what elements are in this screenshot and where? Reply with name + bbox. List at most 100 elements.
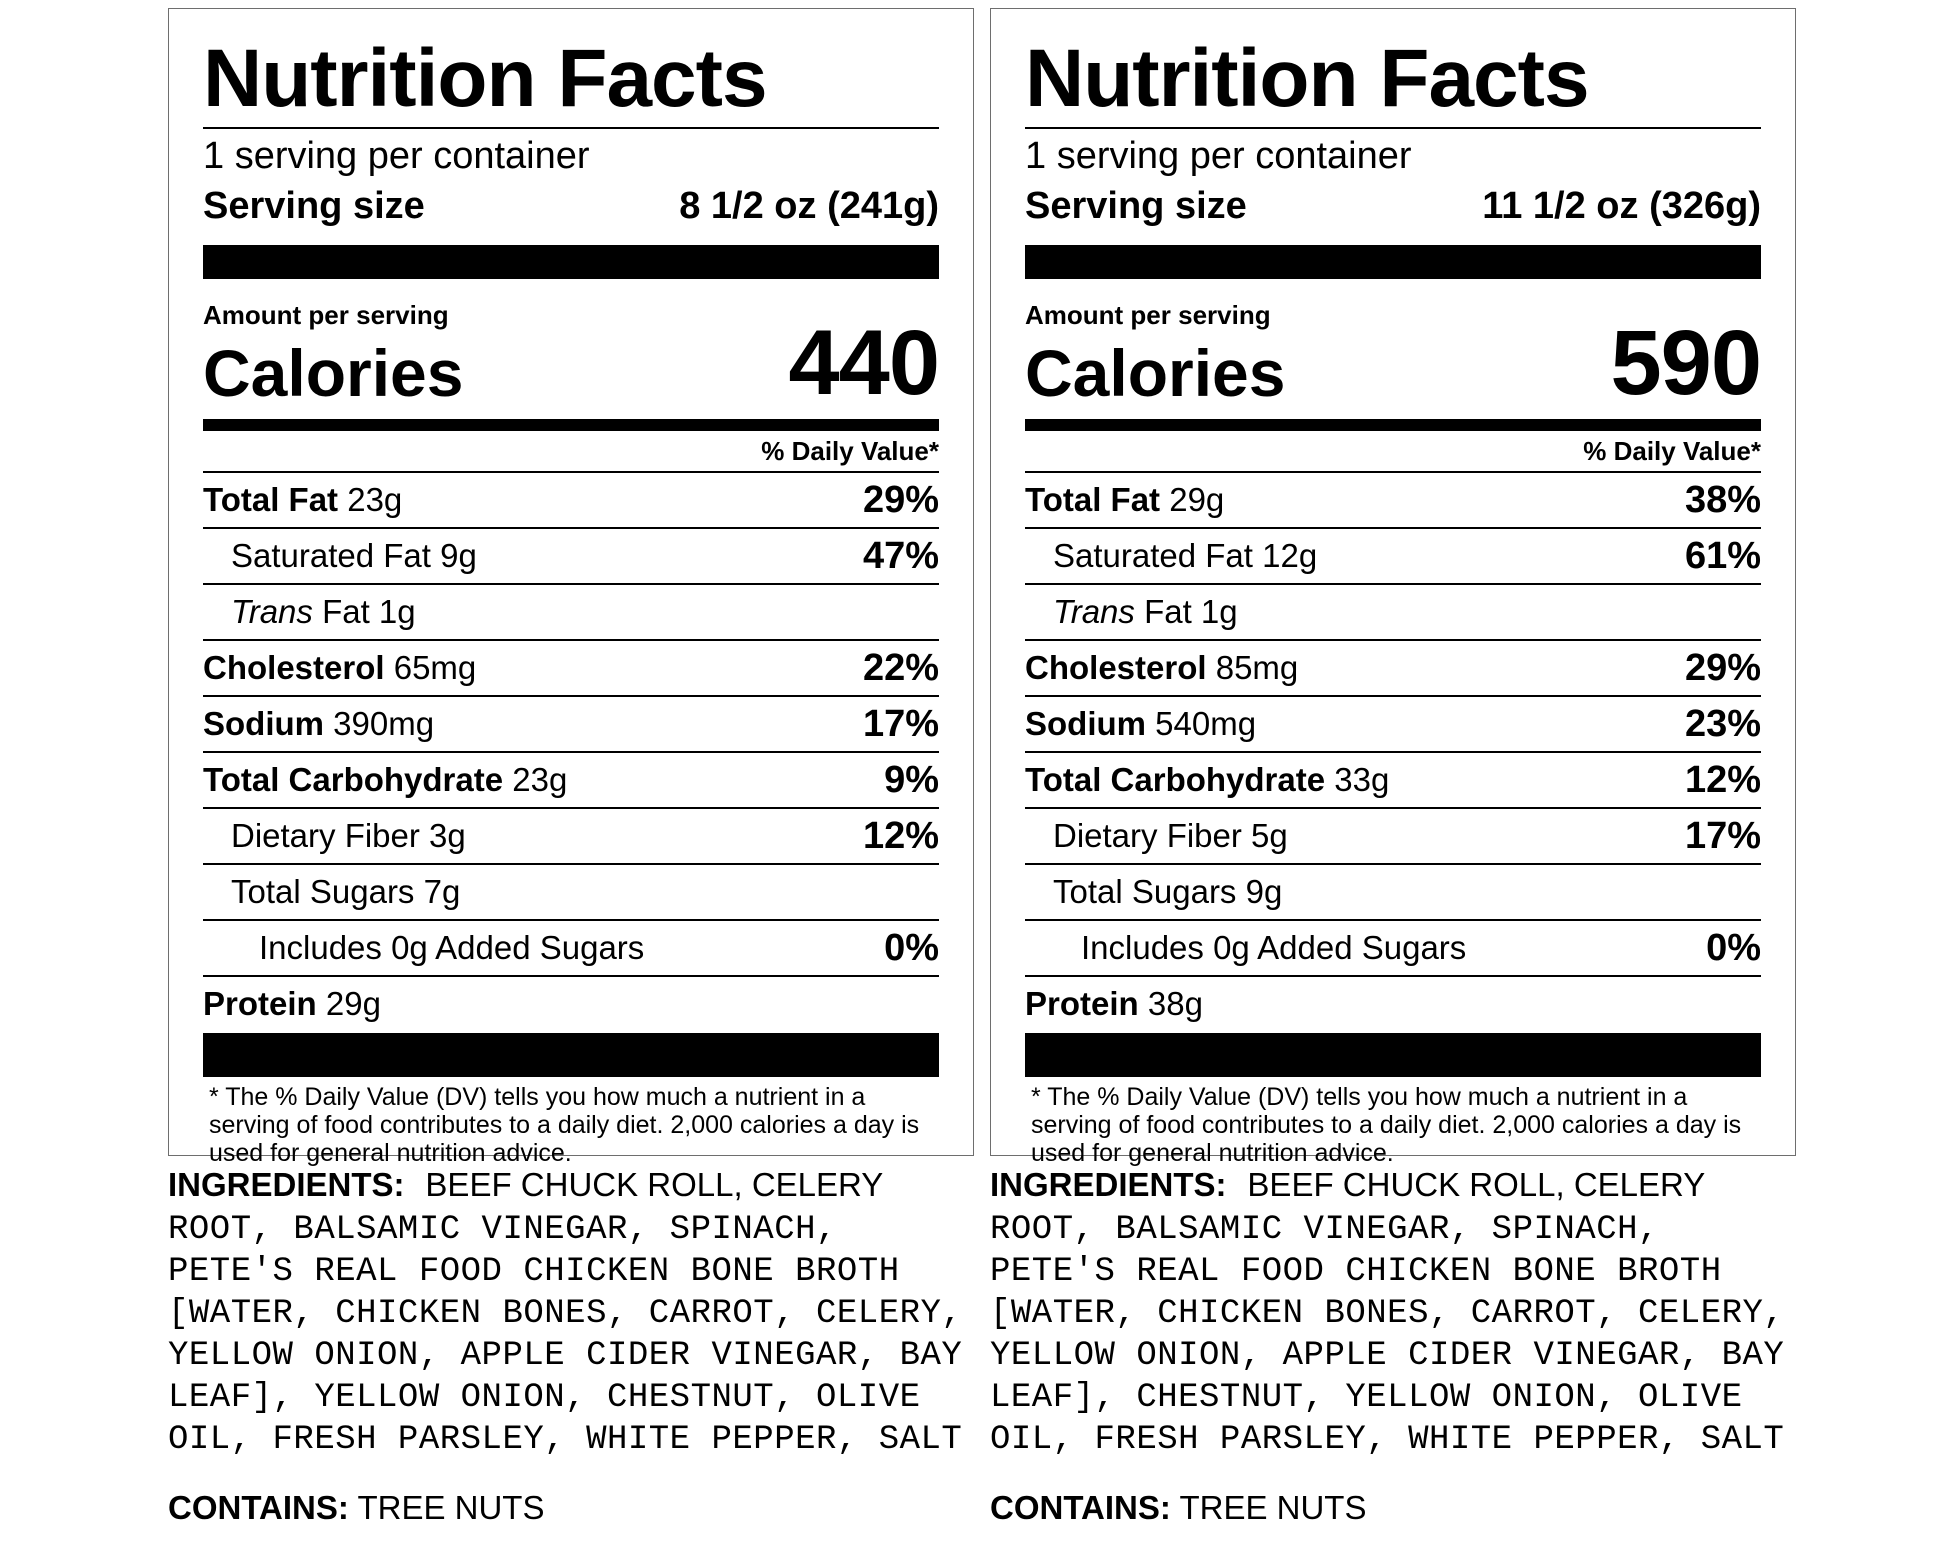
serving-size-label: Serving size — [203, 185, 425, 227]
nutrient-row-sodium: Sodium 390mg 17% — [203, 697, 939, 753]
ingredients-list: ROOT, BALSAMIC VINEGAR, SPINACH, PETE'S … — [990, 1211, 1785, 1459]
daily-value-header: % Daily Value* — [1025, 431, 1761, 473]
nutrient-amount: 65mg — [393, 649, 477, 686]
contains-value: TREE NUTS — [1179, 1489, 1367, 1526]
nutrient-dv: 0% — [884, 926, 939, 969]
nutrient-dv: 47% — [862, 534, 939, 577]
nutrient-dv: 9% — [884, 758, 939, 801]
nutrient-row-saturated-fat: Saturated Fat 9g 47% — [203, 529, 939, 585]
nutrient-name: Dietary Fiber 5g — [1053, 817, 1288, 854]
nutrient-row-sodium: Sodium 540mg 23% — [1025, 697, 1761, 753]
nutrient-row-protein: Protein 29g — [203, 977, 939, 1031]
calories-label: Calories — [203, 336, 464, 410]
calories-value: 590 — [1610, 312, 1762, 414]
nutrient-row-added-sugars: Includes 0g Added Sugars 0% — [203, 921, 939, 977]
nutrient-name: Sodium — [1025, 705, 1146, 742]
nutrient-name: Sodium — [203, 705, 324, 742]
daily-value-footnote: * The % Daily Value (DV) tells you how m… — [1031, 1083, 1742, 1167]
daily-value-header: % Daily Value* — [203, 431, 939, 473]
amount-per-serving: Amount per serving — [203, 300, 449, 330]
nutrient-name-rest: Fat 1g — [1134, 593, 1238, 630]
nutrient-dv: 17% — [1684, 814, 1761, 857]
nutrient-name-italic: Trans — [231, 593, 313, 630]
nutrition-panel-right: Nutrition Facts 1 serving per container … — [990, 8, 1810, 1529]
nutrient-name: Includes 0g Added Sugars — [1081, 929, 1467, 966]
ingredients-list: ROOT, BALSAMIC VINEGAR, SPINACH, PETE'S … — [168, 1211, 963, 1459]
nutrient-row-saturated-fat: Saturated Fat 12g 61% — [1025, 529, 1761, 585]
nutrient-dv: 22% — [862, 646, 939, 689]
nutrient-name: Total Carbohydrate — [1025, 761, 1326, 798]
serving-size-row: Serving size 11 1/2 oz (326g) — [1025, 181, 1761, 231]
nutrient-dv: 17% — [862, 702, 939, 745]
nutrient-row-total-sugars: Total Sugars 7g — [203, 865, 939, 921]
nutrient-dv: 29% — [1684, 646, 1761, 689]
serving-size-value: 11 1/2 oz (326g) — [1482, 185, 1761, 227]
daily-value-footnote: * The % Daily Value (DV) tells you how m… — [209, 1083, 920, 1167]
calories-row: Calories 590 — [1025, 317, 1762, 410]
nutrient-row-total-carbohydrate: Total Carbohydrate 33g 12% — [1025, 753, 1761, 809]
nutrition-facts-label: Nutrition Facts 1 serving per container … — [990, 8, 1796, 1167]
nutrient-row-cholesterol: Cholesterol 85mg 29% — [1025, 641, 1761, 697]
calories-label: Calories — [1025, 336, 1286, 410]
nutrient-dv: 23% — [1684, 702, 1761, 745]
nutrition-panel-left: Nutrition Facts 1 serving per container … — [168, 8, 988, 1529]
contains-statement: CONTAINS: TREE NUTS — [168, 1487, 988, 1529]
nutrient-name: Total Sugars 7g — [231, 873, 461, 910]
divider-bottom — [1025, 1033, 1761, 1077]
nutrient-dv: 61% — [1684, 534, 1761, 577]
nutrient-row-trans-fat: Trans Fat 1g — [1025, 585, 1761, 641]
nutrient-name-rest: Fat 1g — [312, 593, 416, 630]
nutrient-name: Includes 0g Added Sugars — [259, 929, 645, 966]
divider-thick — [1025, 245, 1761, 279]
contains-statement: CONTAINS: TREE NUTS — [990, 1487, 1810, 1529]
nutrient-name: Protein — [1025, 985, 1139, 1022]
divider-thick — [203, 245, 939, 279]
divider-medium — [1025, 419, 1761, 431]
contains-label: CONTAINS: — [990, 1489, 1171, 1526]
nutrient-name: Dietary Fiber 3g — [231, 817, 466, 854]
nutrient-name: Protein — [203, 985, 317, 1022]
contains-label: CONTAINS: — [168, 1489, 349, 1526]
contains-value: TREE NUTS — [357, 1489, 545, 1526]
divider-bottom — [203, 1033, 939, 1077]
nutrient-row-total-carbohydrate: Total Carbohydrate 23g 9% — [203, 753, 939, 809]
nutrient-amount: 29g — [325, 985, 381, 1022]
ingredients-first-line: BEEF CHUCK ROLL, CELERY — [425, 1166, 884, 1203]
nutrient-name-italic: Trans — [1053, 593, 1135, 630]
nutrient-name: Total Sugars 9g — [1053, 873, 1283, 910]
nutrient-name: Total Carbohydrate — [203, 761, 504, 798]
calories-value: 440 — [788, 312, 940, 414]
nutrient-name: Saturated Fat 12g — [1053, 537, 1318, 574]
servings-per-container: 1 serving per container — [1025, 135, 1412, 177]
nutrient-row-total-fat: Total Fat 29g 38% — [1025, 473, 1761, 529]
nutrient-row-trans-fat: Trans Fat 1g — [203, 585, 939, 641]
divider-medium — [203, 419, 939, 431]
nutrient-dv: 29% — [862, 478, 939, 521]
servings-per-container: 1 serving per container — [203, 135, 590, 177]
label-title: Nutrition Facts — [203, 33, 939, 129]
nutrient-row-total-sugars: Total Sugars 9g — [1025, 865, 1761, 921]
nutrient-row-dietary-fiber: Dietary Fiber 3g 12% — [203, 809, 939, 865]
nutrient-dv: 0% — [1706, 926, 1761, 969]
nutrient-name: Total Fat — [1025, 481, 1161, 518]
nutrient-row-protein: Protein 38g — [1025, 977, 1761, 1031]
nutrient-row-total-fat: Total Fat 23g 29% — [203, 473, 939, 529]
nutrient-row-dietary-fiber: Dietary Fiber 5g 17% — [1025, 809, 1761, 865]
nutrient-amount: 23g — [512, 761, 568, 798]
nutrition-facts-label: Nutrition Facts 1 serving per container … — [168, 8, 974, 1167]
nutrient-amount: 33g — [1334, 761, 1390, 798]
serving-size-row: Serving size 8 1/2 oz (241g) — [203, 181, 939, 231]
serving-size-label: Serving size — [1025, 185, 1247, 227]
nutrient-amount: 85mg — [1215, 649, 1299, 686]
nutrient-row-cholesterol: Cholesterol 65mg 22% — [203, 641, 939, 697]
nutrient-amount: 540mg — [1155, 705, 1257, 742]
label-title: Nutrition Facts — [1025, 33, 1761, 129]
nutrient-dv: 12% — [1684, 758, 1761, 801]
ingredients-first-line: BEEF CHUCK ROLL, CELERY — [1247, 1166, 1706, 1203]
nutrient-amount: 23g — [347, 481, 403, 518]
amount-per-serving: Amount per serving — [1025, 300, 1271, 330]
serving-size-value: 8 1/2 oz (241g) — [679, 185, 939, 227]
nutrient-name: Cholesterol — [1025, 649, 1207, 686]
nutrient-amount: 29g — [1169, 481, 1225, 518]
ingredients-text: INGREDIENTS: BEEF CHUCK ROLL, CELERY ROO… — [168, 1164, 968, 1461]
